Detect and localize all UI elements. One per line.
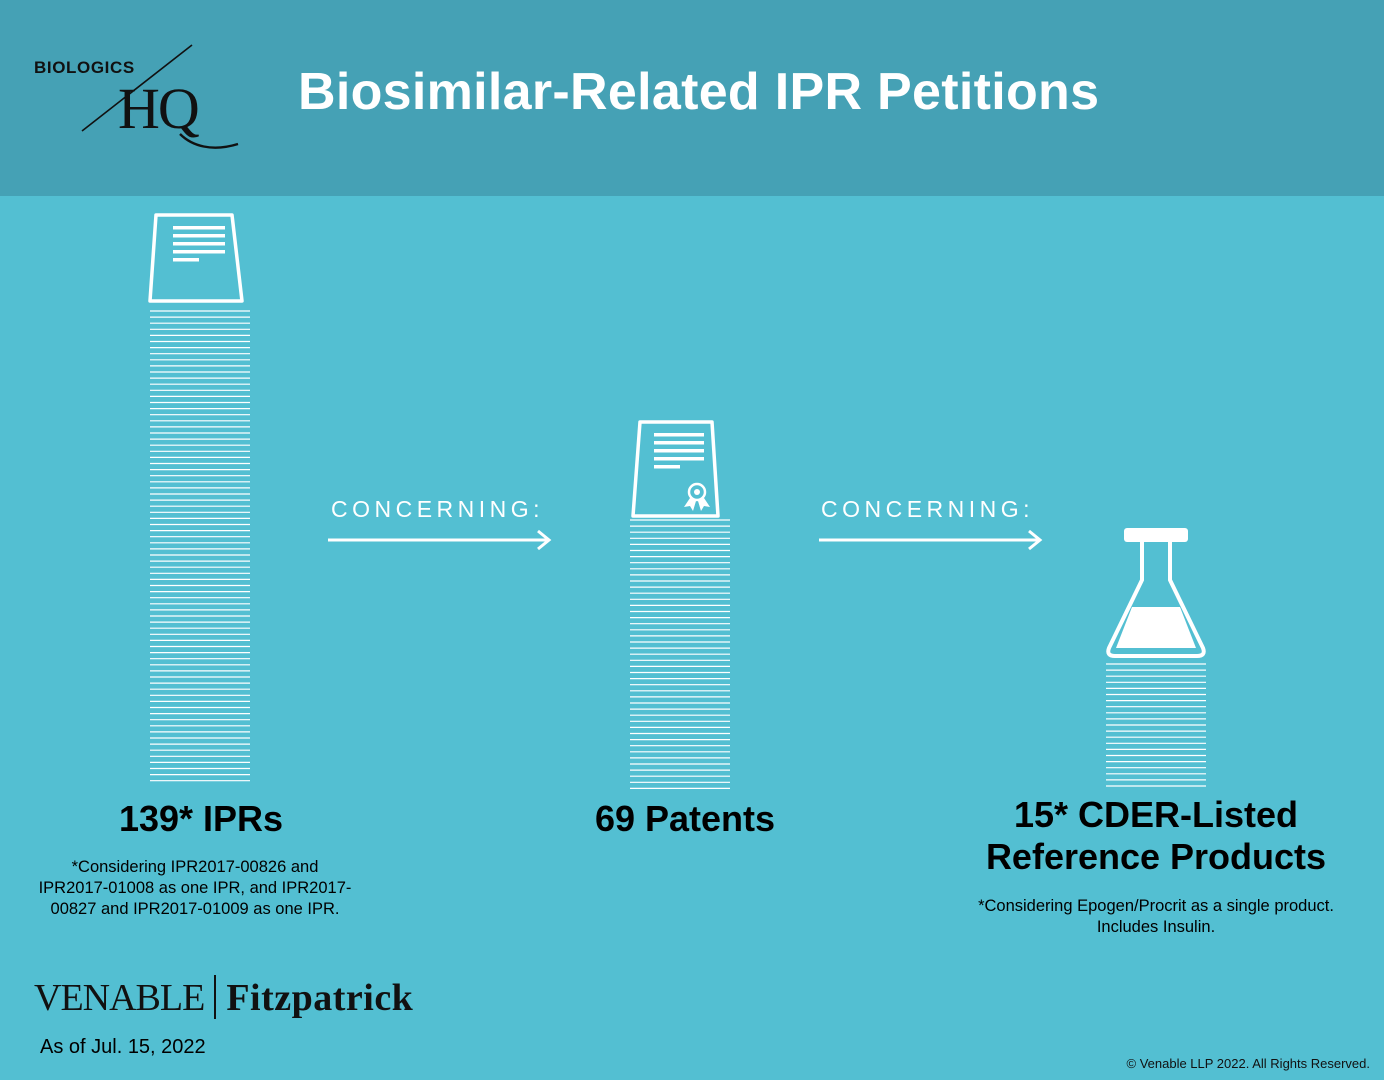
as-of-date: As of Jul. 15, 2022 [40,1036,206,1058]
reference-product-stack-lines [1106,663,1206,787]
reference-product-footnote: *Considering Epogen/Procrit as a single … [978,897,1334,936]
arrow-right-icon [328,529,552,551]
patent-stack [630,420,730,789]
venable-fitzpatrick-logo: VENABLE Fitzpatrick [34,975,413,1023]
logo-hq-text: HQ [118,76,200,141]
logo-biologics-text: BIOLOGICS [34,58,135,77]
logo-q-tail [179,133,239,149]
patent-certificate-icon [631,420,720,518]
patent-stack-lines [630,519,730,789]
flask-icon [1106,528,1206,658]
ipr-stack-lines [150,310,250,782]
header-band [0,0,1384,196]
logo-slash [81,44,193,132]
patent-count-label: 69 Patents [594,798,776,839]
document-icon [148,213,244,303]
page-title: Biosimilar-Related IPR Petitions [298,63,1100,121]
logo-fitzpatrick-text: Fitzpatrick [226,977,414,1019]
reference-product-count-label: 15* CDER-Listed Reference Products [985,794,1327,877]
ipr-stack [148,213,250,782]
logo-divider [214,975,217,1020]
concerning-label-2: CONCERNING: [821,496,1035,522]
reference-product-stack [1106,528,1206,787]
ipr-footnote: *Considering IPR2017-00826 and IPR2017-0… [38,858,352,918]
ipr-count-label: 139* IPRs [118,798,284,839]
copyright-notice: © Venable LLP 2022. All Rights Reserved. [1126,1056,1371,1071]
logo-venable-text: VENABLE [34,977,205,1019]
arrow-right-icon [819,529,1043,551]
concerning-label-1: CONCERNING: [331,496,545,522]
